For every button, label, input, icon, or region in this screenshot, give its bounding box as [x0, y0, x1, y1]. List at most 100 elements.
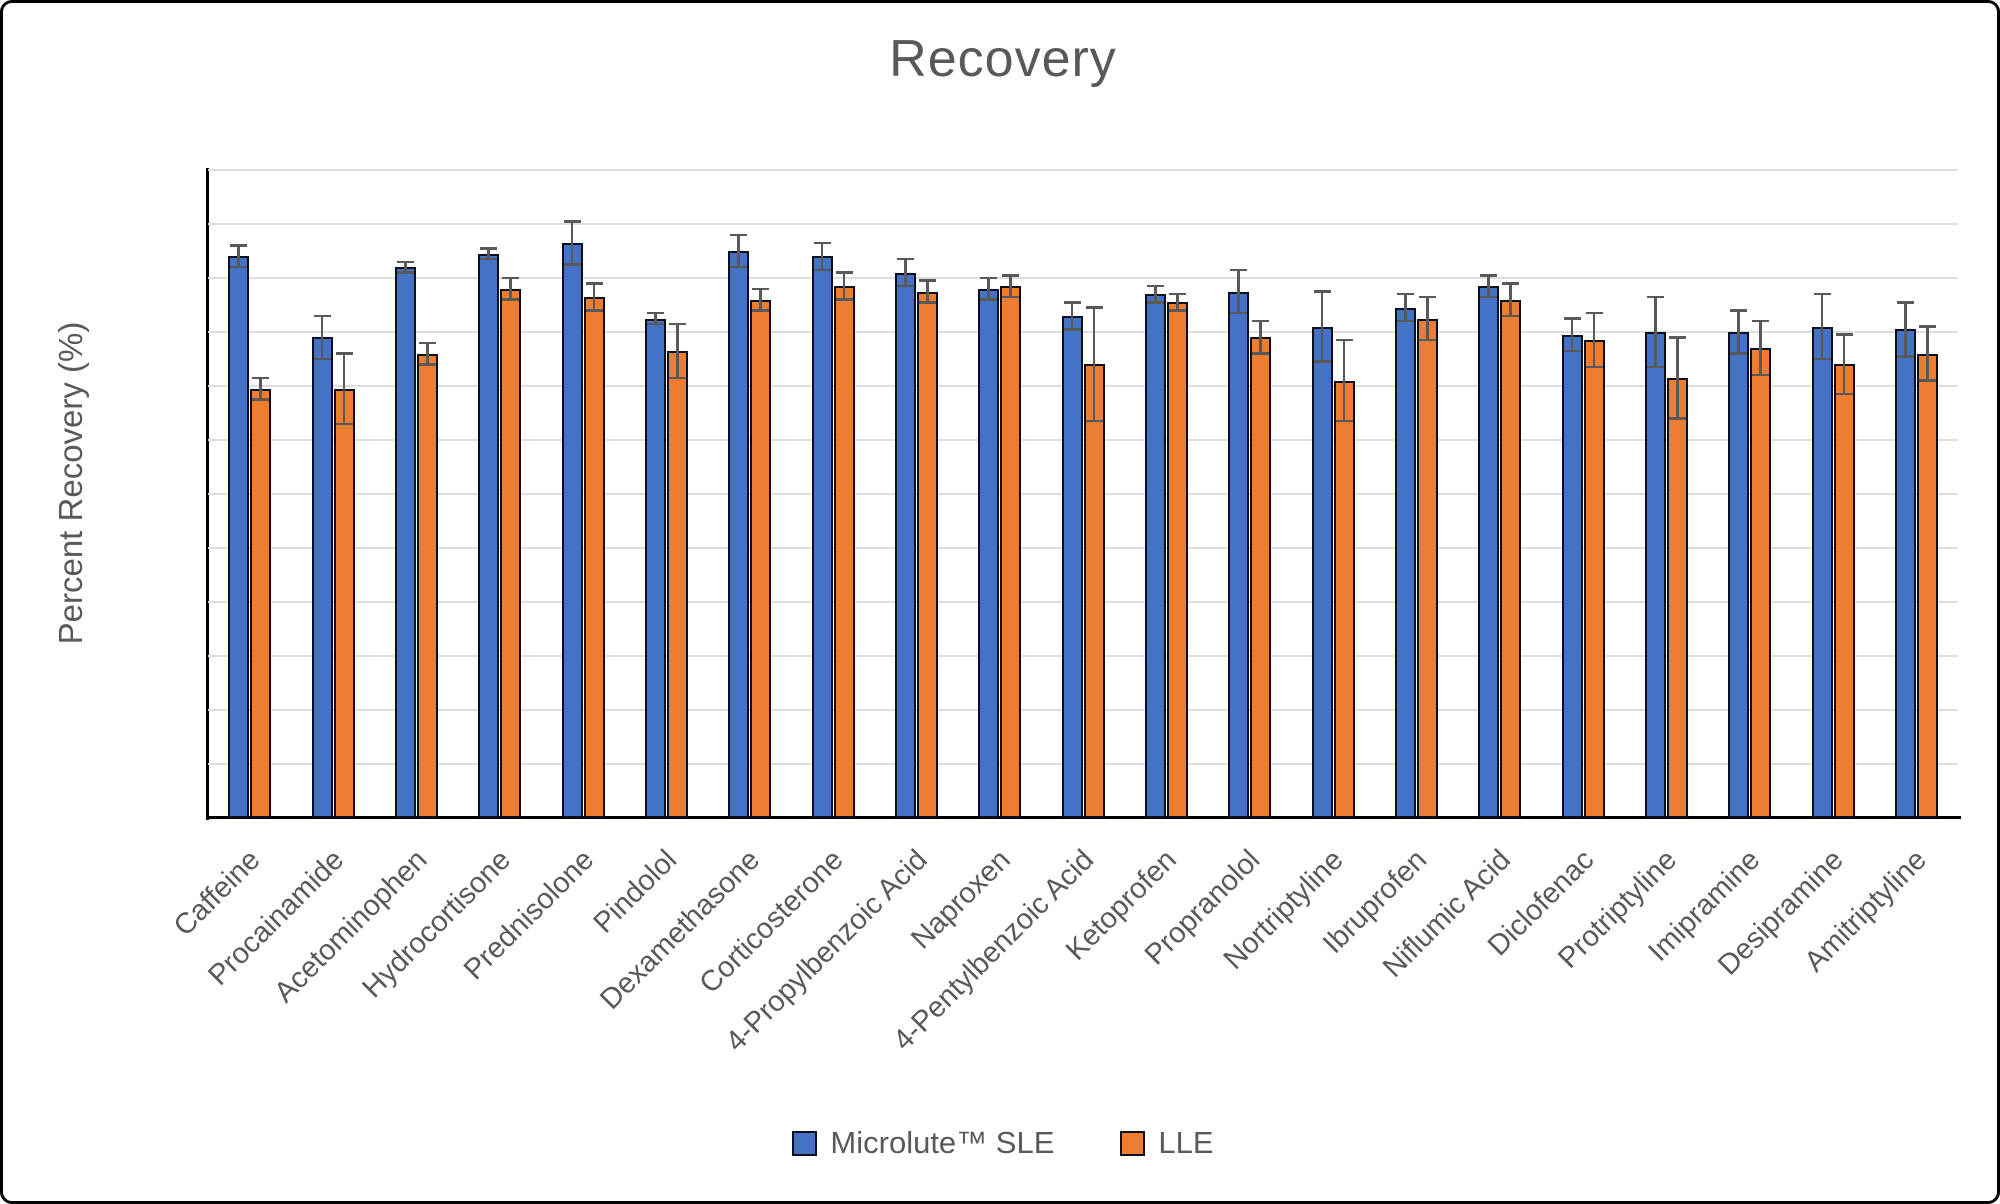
error-bar-line	[1737, 310, 1740, 354]
bar-sle-procainamide	[311, 337, 333, 818]
error-bar-cap	[1335, 419, 1353, 423]
bar-lle-ketoprofen	[1166, 302, 1188, 818]
error-bar-line	[1009, 275, 1012, 297]
bar-sle-nortriptyline	[1311, 326, 1333, 818]
bar-lle-procainamide	[333, 388, 355, 818]
bar-lle-amitriptyline	[1916, 353, 1938, 818]
error-bar-line	[1320, 291, 1324, 362]
error-bar-line	[1676, 337, 1679, 419]
bar-sle-caffeine	[228, 256, 250, 818]
error-bar-cap	[1002, 295, 1020, 299]
error-bar-cap	[752, 287, 770, 291]
error-bar-line	[737, 234, 740, 268]
error-bar-cap	[585, 282, 603, 285]
gridline	[208, 223, 1958, 225]
error-bar-cap	[1835, 333, 1853, 336]
y-axis-line	[206, 168, 209, 820]
error-bar-line	[1342, 340, 1346, 422]
error-bar-cap	[1168, 309, 1186, 312]
error-bar-cap	[252, 376, 270, 380]
error-bar-cap	[1252, 319, 1270, 323]
error-bar-cap	[1563, 349, 1581, 353]
error-bar-cap	[1002, 274, 1020, 277]
bar-lle-hydrocortisone	[500, 288, 522, 818]
bar-sle-hydrocortisone	[478, 253, 500, 818]
legend-item-sle: Microlute™ SLE	[792, 1125, 1054, 1161]
error-bar-cap	[1085, 306, 1103, 309]
legend: Microlute™ SLE LLE	[3, 1125, 1997, 1161]
legend-label-sle: Microlute™ SLE	[830, 1125, 1055, 1160]
error-bar-cap	[1252, 352, 1270, 355]
error-bar-line	[570, 221, 574, 265]
error-bar-line	[1259, 321, 1262, 354]
error-bar-line	[259, 377, 262, 400]
error-bar-cap	[1168, 292, 1186, 296]
x-axis-label: Hydrocortisone	[356, 843, 517, 1005]
bar-lle-dexamethasone	[750, 299, 772, 818]
bar-lle-4-propylbenzoic-acid	[916, 291, 938, 818]
error-bar-cap	[980, 298, 998, 301]
error-bar-line	[1237, 269, 1240, 314]
error-bar-cap	[1313, 290, 1331, 293]
error-bar-cap	[646, 322, 664, 326]
error-bar-line	[820, 242, 824, 270]
bar-sle-corticosterone	[811, 256, 833, 818]
chart-title: Recovery	[889, 30, 1117, 88]
error-bar-line	[759, 288, 762, 311]
error-bar-cap	[1146, 301, 1164, 304]
bar-lle-ibruprofen	[1416, 318, 1438, 818]
error-bar-cap	[1668, 417, 1686, 420]
error-bar-cap	[1146, 284, 1164, 288]
error-bar-cap	[1230, 311, 1248, 315]
error-bar-line	[1570, 318, 1574, 351]
error-bar-line	[654, 313, 657, 324]
error-bar-cap	[752, 309, 770, 312]
bar-sle-ketoprofen	[1144, 294, 1166, 818]
error-bar-cap	[396, 271, 414, 274]
error-bar-cap	[396, 260, 414, 264]
gridline	[208, 709, 1958, 711]
bar-sle-protriptyline	[1644, 332, 1666, 818]
error-bar-cap	[1502, 282, 1520, 285]
error-bar-cap	[896, 257, 914, 261]
bar-sle-dexamethasone	[728, 251, 750, 818]
legend-swatch-lle-icon	[1120, 1130, 1146, 1156]
error-bar-cap	[1313, 360, 1331, 363]
error-bar-cap	[813, 241, 831, 245]
error-bar-cap	[502, 276, 520, 280]
gridline	[208, 601, 1958, 603]
error-bar-cap	[668, 376, 686, 380]
error-bar-line	[1092, 307, 1096, 422]
error-bar-cap	[813, 268, 831, 272]
error-bar-cap	[980, 276, 998, 280]
error-bar-line	[926, 280, 929, 303]
error-bar-line	[1759, 321, 1762, 376]
error-bar-line	[1654, 296, 1657, 368]
error-bar-cap	[1585, 365, 1603, 369]
legend-item-lle: LLE	[1120, 1125, 1214, 1161]
error-bar-cap	[1918, 325, 1936, 328]
y-axis-title: Percent Recovery (%)	[52, 321, 89, 645]
error-bar-cap	[1896, 301, 1914, 304]
error-bar-cap	[918, 279, 936, 282]
error-bar-line	[904, 259, 907, 287]
error-bar-line	[1154, 286, 1157, 303]
bar-lle-nortriptyline	[1333, 380, 1355, 818]
error-bar-cap	[252, 398, 270, 401]
error-bar-cap	[1730, 352, 1748, 355]
bar-sle-propranolol	[1228, 291, 1250, 818]
error-bar-cap	[1563, 317, 1581, 320]
error-bar-cap	[418, 363, 436, 366]
gridline	[208, 547, 1958, 549]
error-bar-line	[676, 323, 679, 378]
gridline	[208, 385, 1958, 387]
gridline	[208, 655, 1958, 657]
bar-lle-prednisolone	[583, 296, 605, 818]
error-bar-cap	[730, 265, 748, 269]
error-bar-line	[1404, 294, 1407, 322]
error-bar-cap	[230, 244, 248, 247]
plot-area	[208, 169, 1958, 818]
bar-lle-4-pentylbenzoic-acid	[1083, 364, 1105, 818]
error-bar-cap	[230, 265, 248, 269]
x-axis-label: Corticosterone	[693, 843, 850, 1000]
